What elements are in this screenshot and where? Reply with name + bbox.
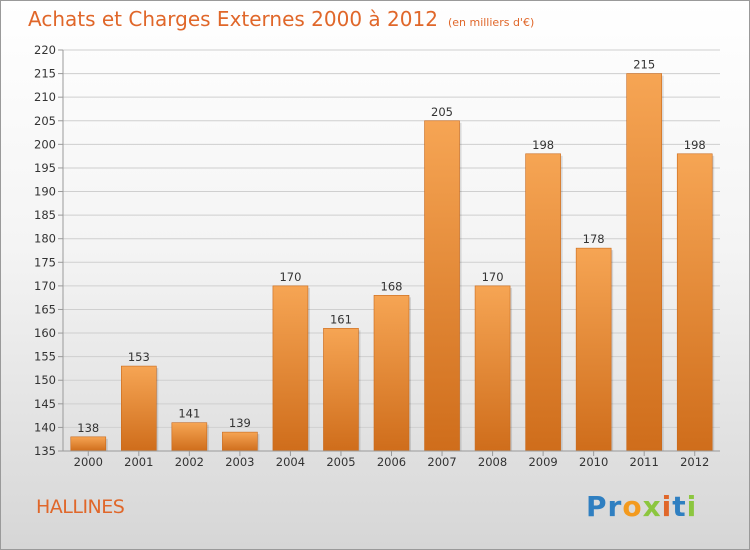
y-tick-label: 175: [34, 255, 56, 269]
x-tick-label: 2010: [579, 455, 608, 469]
x-tick-label: 2009: [528, 455, 557, 469]
bar-value-label: 178: [583, 232, 605, 246]
x-tick-label: 2006: [377, 455, 406, 469]
y-tick-label: 135: [34, 444, 56, 458]
y-tick-label: 160: [34, 326, 56, 340]
bar-2006: [373, 295, 410, 452]
y-tick-label: 190: [34, 185, 56, 199]
bar-value-label: 170: [482, 270, 504, 284]
chart-unit-note: (en milliers d'€): [447, 16, 535, 29]
logo-letter: x: [642, 490, 662, 523]
bar-value-label: 215: [633, 58, 655, 72]
y-tick-label: 140: [34, 420, 56, 434]
bar-2011: [626, 73, 662, 452]
y-tick-label: 150: [34, 373, 56, 387]
x-tick-label: 2012: [680, 455, 709, 469]
bar-value-label: 205: [431, 105, 453, 119]
y-tick-label: 210: [34, 90, 56, 104]
bar-2002: [171, 422, 208, 452]
y-tick-label: 145: [34, 397, 56, 411]
bar-2004: [272, 285, 309, 452]
chart-title: Achats et Charges Externes 2000 à 2012 (e…: [28, 7, 534, 31]
x-tick-label: 2001: [124, 455, 153, 469]
bar-value-label: 198: [684, 138, 706, 152]
bar-2008: [474, 285, 511, 452]
y-tick-label: 205: [34, 114, 56, 128]
bar-value-label: 168: [381, 279, 403, 293]
y-tick-label: 180: [34, 232, 56, 246]
bar-2003: [222, 431, 258, 452]
bar-2001: [121, 365, 157, 452]
y-tick-label: 170: [34, 279, 56, 293]
bar-value-label: 170: [279, 270, 301, 284]
x-tick-label: 2004: [276, 455, 305, 469]
bar-value-label: 141: [178, 407, 200, 421]
y-tick-label: 155: [34, 350, 56, 364]
x-tick-label: 2000: [74, 455, 103, 469]
bar-2005: [323, 328, 359, 452]
commune-name: HALLINES: [36, 496, 125, 518]
bar-2000: [70, 436, 107, 452]
bar-2012: [676, 153, 713, 452]
y-tick-label: 200: [34, 137, 56, 151]
bar-value-label: 161: [330, 312, 352, 326]
logo-letter: t: [672, 490, 687, 523]
x-tick-label: 2011: [630, 455, 659, 469]
bar-value-label: 138: [77, 421, 99, 435]
bar-value-label: 153: [128, 350, 150, 364]
x-tick-label: 2003: [225, 455, 254, 469]
x-tick-label: 2007: [427, 455, 456, 469]
logo-letter: i: [686, 490, 698, 523]
proxiti-logo: Proxiti: [586, 490, 697, 523]
y-tick-label: 165: [34, 302, 56, 316]
x-tick-label: 2008: [478, 455, 507, 469]
logo-letter: o: [622, 490, 643, 523]
y-tick-label: 215: [34, 67, 56, 81]
x-tick-label: 2005: [326, 455, 355, 469]
logo-letter: P: [586, 490, 608, 523]
bar-2010: [575, 247, 612, 452]
bar-value-label: 139: [229, 416, 251, 430]
x-tick-label: 2002: [175, 455, 204, 469]
logo-letter: i: [661, 490, 673, 523]
bar-2009: [525, 153, 561, 452]
bar-value-label: 198: [532, 138, 554, 152]
bar-2007: [424, 120, 460, 452]
y-tick-label: 195: [34, 161, 56, 175]
y-tick-label: 220: [34, 43, 56, 57]
y-tick-label: 185: [34, 208, 56, 222]
logo-letter: r: [607, 490, 623, 523]
chart-title-main: Achats et Charges Externes 2000 à 2012: [28, 7, 438, 31]
